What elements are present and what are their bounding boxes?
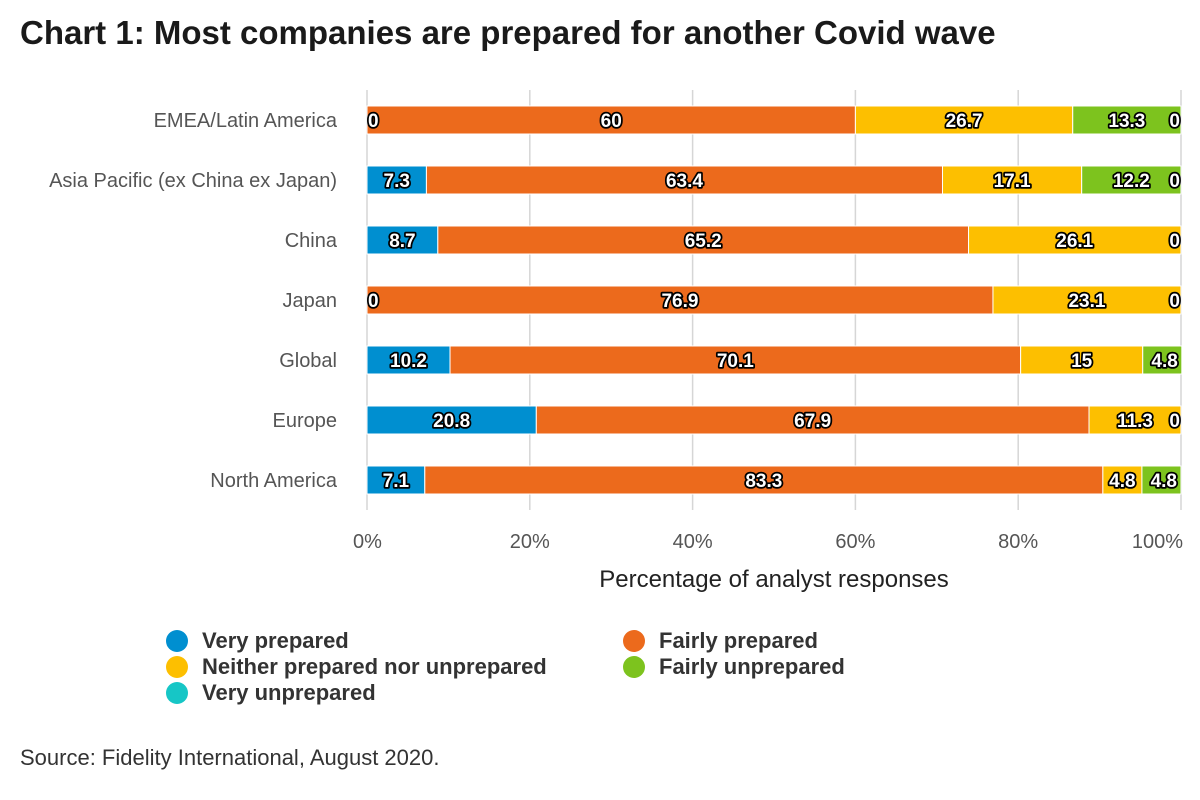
data-label: 70.1 (717, 351, 754, 372)
bar-segment (424, 465, 1104, 495)
category-label: Europe (273, 410, 338, 432)
legend-label: Fairly prepared (659, 628, 818, 653)
category-label: China (285, 230, 338, 252)
bar-segment (366, 165, 427, 195)
bar-segment (1088, 405, 1182, 435)
data-label: 0 (1169, 231, 1180, 252)
category-label: Japan (283, 290, 338, 312)
legend-item: Fairly prepared (623, 628, 818, 654)
bar-segment (535, 405, 1090, 435)
data-label: 67.9 (794, 411, 831, 432)
data-label: 83.3 (745, 471, 782, 492)
data-label: 15 (1071, 351, 1093, 372)
bars (366, 105, 1183, 495)
bar-segment (1141, 465, 1182, 495)
x-tick-label: 0% (353, 531, 382, 553)
bar-segment (366, 285, 994, 315)
data-label: 17.1 (994, 171, 1031, 192)
x-tick-label: 100% (1132, 531, 1183, 553)
bar-segment (1072, 105, 1182, 135)
data-label: 26.1 (1056, 231, 1093, 252)
bar-segment (941, 165, 1083, 195)
x-axis-title: Percentage of analyst responses (599, 566, 949, 593)
legend-label: Very prepared (202, 628, 349, 653)
data-label: 13.3 (1108, 111, 1145, 132)
x-tick-label: 80% (998, 531, 1038, 553)
data-label: 4.8 (1109, 471, 1135, 492)
data-label: 8.7 (389, 231, 415, 252)
legend-swatch (623, 630, 645, 652)
data-label: 65.2 (685, 231, 722, 252)
bar-segment (366, 405, 537, 435)
data-label: 10.2 (390, 351, 427, 372)
category-label: EMEA/Latin America (154, 110, 338, 132)
data-label: 0 (368, 291, 379, 312)
data-label: 60 (601, 111, 622, 132)
data-label: 23.1 (1068, 291, 1105, 312)
bar-segment (366, 345, 451, 375)
data-label: 20.8 (433, 411, 470, 432)
data-label: 0 (1169, 171, 1180, 192)
bar-segment (854, 105, 1074, 135)
data-label: 4.8 (1151, 471, 1177, 492)
legend-swatch (166, 630, 188, 652)
bar-segment (968, 225, 1182, 255)
data-label: 4.8 (1151, 351, 1177, 372)
category-label: Asia Pacific (ex China ex Japan) (49, 170, 337, 192)
bar-segment (1102, 465, 1143, 495)
legend-swatch (166, 682, 188, 704)
data-label: 0 (1169, 411, 1180, 432)
legend-label: Very unprepared (202, 680, 376, 705)
data-label: 63.4 (666, 171, 703, 192)
data-label: 12.2 (1113, 171, 1150, 192)
legend-swatch (623, 656, 645, 678)
x-tick-label: 40% (673, 531, 713, 553)
bar-segment (437, 225, 970, 255)
data-label: 0 (1169, 111, 1180, 132)
bar-segment (1020, 345, 1144, 375)
data-label: 76.9 (661, 291, 698, 312)
data-label: 0 (368, 111, 379, 132)
legend-swatch (166, 656, 188, 678)
category-labels: EMEA/Latin America Asia Pacific (ex China… (49, 110, 338, 492)
legend-label: Neither prepared nor unprepared (202, 654, 547, 679)
x-tick-labels: 0% 20% 40% 60% 80% 100% (353, 531, 1183, 553)
legend-item: Very prepared (166, 628, 349, 654)
x-tick-label: 20% (510, 531, 550, 553)
bar-segment (1081, 165, 1182, 195)
data-labels: 0 60 26.7 13.3 0 7.3 63.4 17.1 12.2 0 8.7 65.2 26.1 0… (366, 109, 1182, 494)
chart-title: Chart 1: Most companies are prepared for… (20, 14, 996, 51)
bar-segment (1142, 345, 1183, 375)
bar-segment (992, 285, 1182, 315)
legend-item: Neither prepared nor unprepared (166, 654, 547, 680)
category-label: Global (279, 350, 337, 372)
data-label: 11.3 (1117, 411, 1153, 432)
data-label: 7.1 (383, 471, 410, 492)
data-label: 0 (1169, 291, 1180, 312)
data-label: 26.7 (946, 111, 983, 132)
x-tick-label: 60% (835, 531, 875, 553)
legend-item: Very unprepared (166, 680, 376, 706)
bar-segment (425, 165, 943, 195)
legend-item: Fairly unprepared (623, 654, 845, 680)
legend: Very prepared Fairly prepared Neither prep… (166, 628, 926, 708)
data-label: 7.3 (384, 171, 410, 192)
legend-label: Fairly unprepared (659, 654, 845, 679)
category-label: North America (210, 470, 338, 492)
bar-segment (366, 225, 439, 255)
source-note: Source: Fidelity International, August 2… (20, 745, 440, 770)
